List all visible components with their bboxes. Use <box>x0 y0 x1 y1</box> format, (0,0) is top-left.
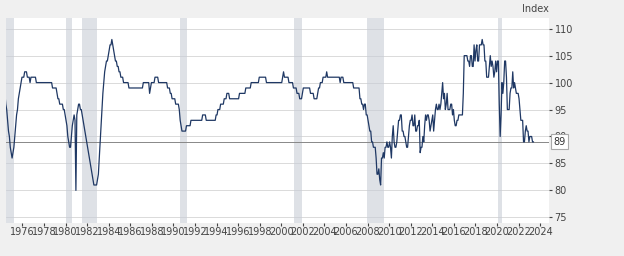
Text: 89: 89 <box>553 137 565 147</box>
Bar <box>0 18 14 223</box>
Bar <box>295 18 302 223</box>
Bar <box>180 18 187 223</box>
Text: Index: Index <box>522 4 549 14</box>
Bar <box>498 18 502 223</box>
Bar <box>66 18 72 223</box>
Bar <box>82 18 97 223</box>
Bar <box>366 18 384 223</box>
